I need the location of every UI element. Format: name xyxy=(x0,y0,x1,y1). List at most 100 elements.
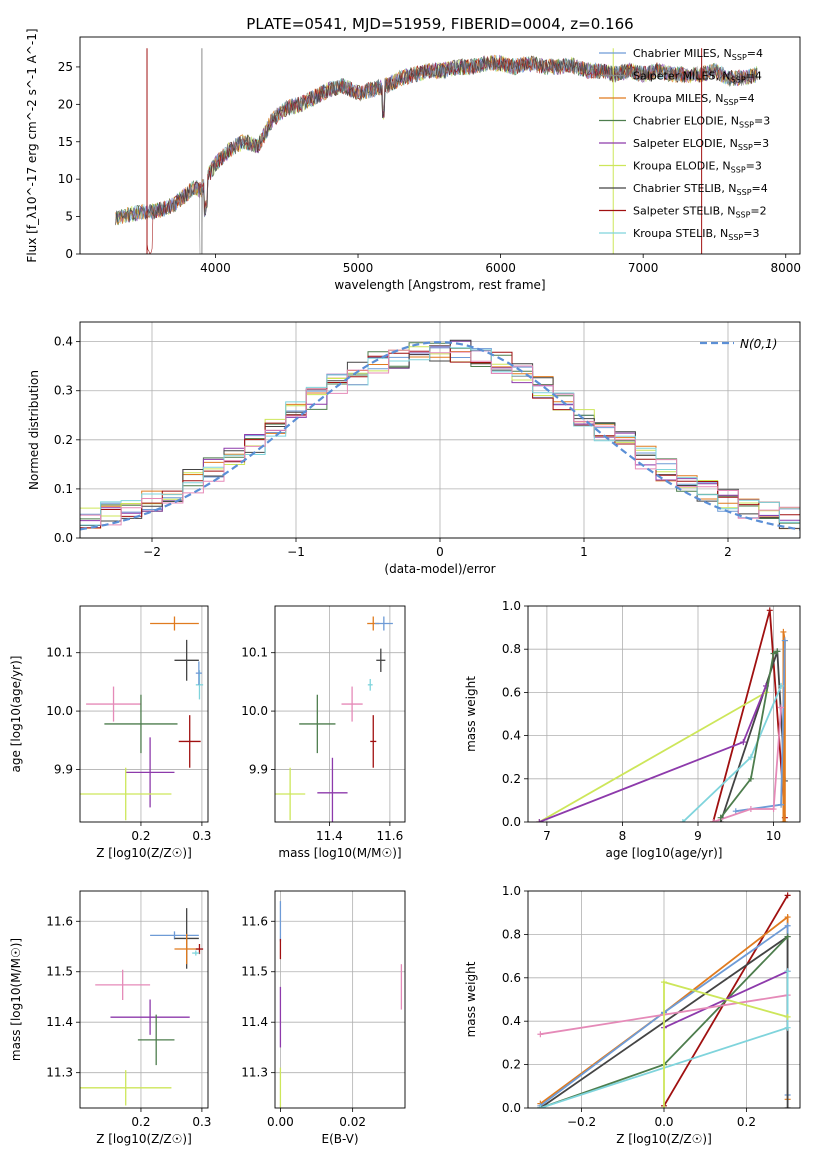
x-tick-label: 0.2 xyxy=(131,1115,150,1129)
y-axis-label: mass [log10(M/M☉)] xyxy=(9,938,23,1061)
plot-area xyxy=(537,892,791,1108)
error-bar-point xyxy=(150,616,199,631)
x-axis-label: E(B-V) xyxy=(321,1132,358,1146)
mass-weight-marker xyxy=(661,979,667,986)
legend-nssp-value: 4 xyxy=(761,182,768,195)
axes-frame xyxy=(527,890,801,1109)
x-tick-label: 5000 xyxy=(343,261,374,275)
x-axis-label: age [log10(age/yr)] xyxy=(606,846,723,860)
legend-series-name: Kroupa ELODIE xyxy=(633,160,715,173)
legend-nssp-subscript: SSP xyxy=(735,211,750,220)
massweight-vs-metallicity-panel: −0.2 0.0 0.2 0.0 0.2 0.4 0.6 0.8 1.0 Z [log10(Z/Z… xyxy=(464,884,801,1146)
axes-frame xyxy=(274,605,406,823)
figure-title: PLATE=0541, MJD=51959, FIBERID=0004, z=0… xyxy=(246,15,633,33)
x-axis-label: Z [log10(Z/Z☉)] xyxy=(96,1132,192,1146)
x-axis-label: wavelength [Angstrom, rest frame] xyxy=(334,278,545,292)
error-bar-point xyxy=(174,933,199,965)
mass-weight-marker xyxy=(778,682,785,689)
legend-nssp-prefix: , N xyxy=(721,182,736,195)
y-tick-label: 11.6 xyxy=(241,914,268,928)
mass-weight-marker xyxy=(784,1105,791,1108)
x-tick-label: 8000 xyxy=(770,261,801,275)
legend-entry: Salpeter STELIB, NSSP=2 xyxy=(633,205,767,220)
y-tick-label: 1.0 xyxy=(502,884,521,898)
error-bar-point xyxy=(299,694,336,754)
error-bar-point xyxy=(195,661,202,685)
y-tick-label: 25 xyxy=(58,60,73,74)
x-tick-label: 0.2 xyxy=(737,1115,756,1129)
axes-frame xyxy=(527,605,801,823)
x-tick-label: 0.3 xyxy=(192,1115,211,1129)
y-tick-label: 9.9 xyxy=(249,762,268,776)
axes-frame xyxy=(79,890,209,1109)
mass-vs-ebv-panel: 0.00 0.02 11.3 11.4 11.5 11.6 E(B-V) xyxy=(241,890,406,1146)
mass-vs-metallicity-panel: 0.2 0.3 11.3 11.4 11.5 11.6 Z [log10(Z/Z☉)] mas… xyxy=(9,890,211,1146)
mass-weight-marker xyxy=(766,607,773,614)
legend-nssp-value: 4 xyxy=(755,70,762,83)
spectrum-panel: 4000 5000 6000 7000 8000 0 5 10 15 20 25 wavelength… xyxy=(25,28,801,292)
mass-weight-marker xyxy=(747,754,754,761)
plot-area xyxy=(80,616,204,821)
x-tick-label: 7000 xyxy=(628,261,659,275)
mass-weight-marker xyxy=(781,637,788,644)
x-tick-label: 0.00 xyxy=(267,1115,294,1129)
legend-nssp-value: 4 xyxy=(756,47,763,60)
x-tick-label: 0.3 xyxy=(192,829,211,843)
mass-weight-marker xyxy=(732,808,739,815)
y-axis-label: mass weight xyxy=(464,961,478,1037)
legend-nssp-equals: = xyxy=(746,70,755,83)
legend-nssp-value: 4 xyxy=(748,92,755,105)
mass-weight-marker xyxy=(778,801,785,808)
age-vs-mass-panel: 11.4 11.6 9.9 10.0 10.1 mass [log10(M/M☉)] xyxy=(241,605,406,860)
legend-nssp-prefix: , N xyxy=(717,47,732,60)
error-bar-point xyxy=(86,686,141,722)
x-tick-label: 9 xyxy=(694,829,702,843)
error-bar-point xyxy=(95,969,151,1001)
age-vs-metallicity-panel: 0.2 0.3 9.9 10.0 10.1 Z [log10(Z/Z☉)] age [log… xyxy=(9,605,211,860)
legend-series-name: Kroupa STELIB xyxy=(633,227,713,240)
y-tick-label: 0.2 xyxy=(54,433,73,447)
error-bar-point xyxy=(174,639,199,681)
x-tick-label: 0.02 xyxy=(339,1115,366,1129)
mass-weight-marker xyxy=(717,814,724,821)
error-bar-point xyxy=(125,737,175,808)
y-tick-label: 11.5 xyxy=(241,965,268,979)
spectrum-series-line xyxy=(115,55,758,226)
axes-frame xyxy=(79,321,801,539)
y-tick-label: 11.6 xyxy=(46,914,73,928)
error-bar-point xyxy=(195,943,204,955)
y-axis-label: Flux [f_λ10^-17 erg cm^-2 s^-1 A^-1] xyxy=(25,28,39,262)
y-tick-label: 0.8 xyxy=(502,927,521,941)
error-bar-point xyxy=(275,767,306,821)
mass-weight-marker xyxy=(781,819,788,822)
y-tick-label: 0.6 xyxy=(502,971,521,985)
plot-area xyxy=(80,908,204,1106)
x-tick-label: 0.2 xyxy=(131,829,150,843)
plot-area xyxy=(80,339,800,531)
y-tick-label: 10.0 xyxy=(46,704,73,718)
mass-weight-marker xyxy=(784,892,791,899)
legend-nssp-subscript: SSP xyxy=(731,76,746,85)
legend-nssp-value: 2 xyxy=(760,205,767,218)
error-bar-point xyxy=(192,950,200,956)
x-tick-label: 11.4 xyxy=(316,829,343,843)
mass-weight-marker xyxy=(770,650,777,657)
mass-weight-line xyxy=(719,650,778,819)
legend-nssp-prefix: , N xyxy=(724,115,739,128)
plot-area xyxy=(115,48,758,254)
plot-area xyxy=(279,901,403,1108)
massweight-vs-age-panel: 7 8 9 10 0.0 0.2 0.4 0.6 0.8 1.0 age [log10(age/yr… xyxy=(464,599,801,860)
x-axis-label: Z [log10(Z/Z☉)] xyxy=(96,846,192,860)
y-tick-label: 0.2 xyxy=(502,1058,521,1072)
error-bar-point xyxy=(80,767,172,821)
y-tick-label: 10.0 xyxy=(241,704,268,718)
legend-series-name: Chabrier STELIB xyxy=(633,182,721,195)
y-tick-label: 0.2 xyxy=(502,772,521,786)
legend-entry: Kroupa STELIB, NSSP=3 xyxy=(633,227,759,242)
y-tick-label: 1.0 xyxy=(502,599,521,613)
legend-nssp-equals: = xyxy=(754,115,763,128)
legend-series-name: Chabrier MILES xyxy=(633,47,717,60)
legend-nssp-subscript: SSP xyxy=(723,98,738,107)
mass-weight-marker xyxy=(784,914,791,921)
